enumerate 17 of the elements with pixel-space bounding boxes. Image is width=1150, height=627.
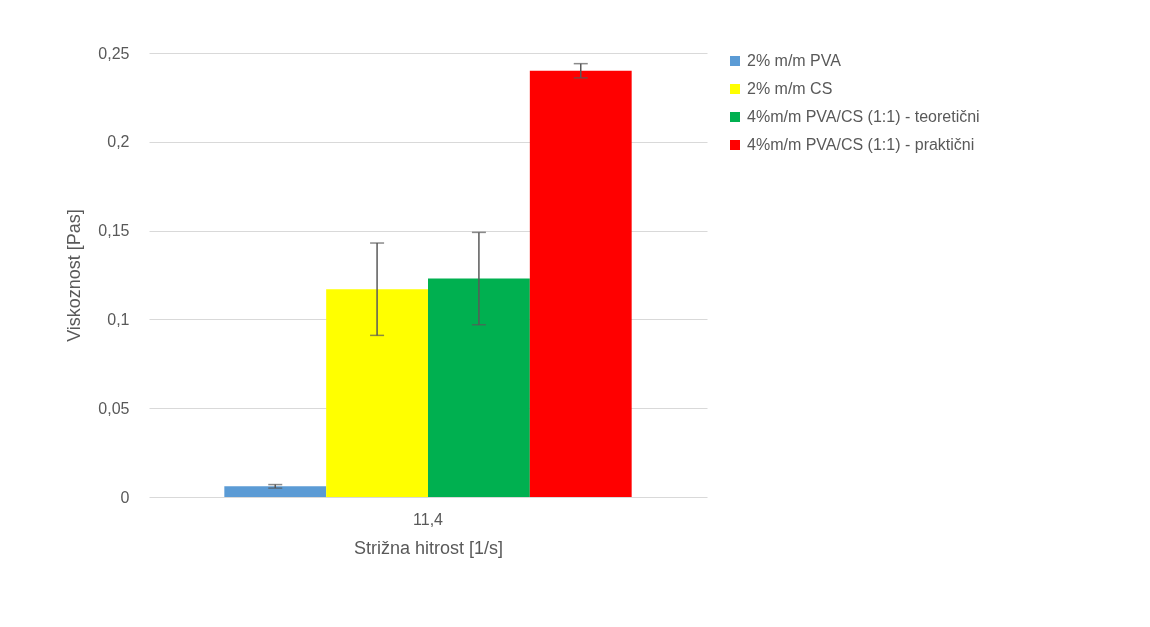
legend-label: 2% m/m PVA bbox=[747, 52, 842, 69]
x-axis-title: Strižna hitrost [1/s] bbox=[353, 537, 504, 558]
y-tick-label: 0,15 bbox=[98, 222, 130, 240]
bar bbox=[224, 486, 327, 497]
bar bbox=[428, 278, 530, 497]
legend-label: 4%m/m PVA/CS (1:1) - praktični bbox=[747, 136, 975, 153]
y-tick-label: 0,05 bbox=[98, 399, 130, 417]
y-tick-label: 0,2 bbox=[107, 133, 130, 151]
y-tick-label: 0,25 bbox=[98, 44, 130, 62]
y-axis-title: Viskoznost [Pas] bbox=[64, 209, 85, 342]
y-tick-label: 0,1 bbox=[107, 310, 130, 328]
x-tick-label: 11,4 bbox=[413, 510, 444, 528]
legend-label: 2% m/m CS bbox=[747, 80, 833, 97]
legend-label: 4%m/m PVA/CS (1:1) - teoretični bbox=[747, 108, 980, 125]
bar bbox=[326, 289, 428, 497]
bar bbox=[529, 70, 632, 497]
y-tick-label: 0 bbox=[120, 488, 130, 506]
